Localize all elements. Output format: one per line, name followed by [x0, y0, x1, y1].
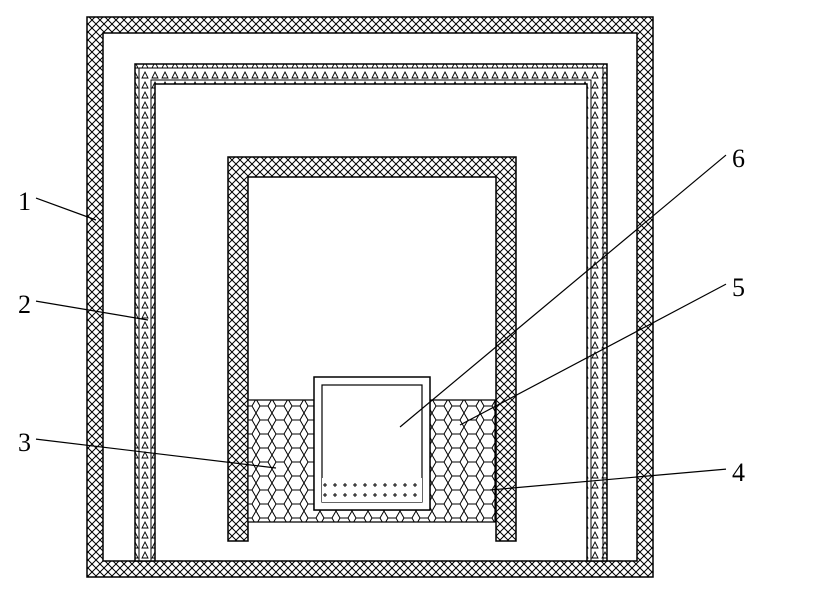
callout-label: 3 — [18, 428, 31, 457]
leader-line — [490, 469, 726, 490]
leader-line — [400, 155, 726, 427]
callout-label: 1 — [18, 187, 31, 216]
diagram-svg: 1 2 3 6 5 4 — [0, 0, 818, 599]
callout-label: 6 — [732, 144, 745, 173]
inner-box-dots — [322, 478, 422, 502]
callout-label: 5 — [732, 273, 745, 302]
callout-label: 2 — [18, 290, 31, 319]
callout-label: 4 — [732, 458, 745, 487]
